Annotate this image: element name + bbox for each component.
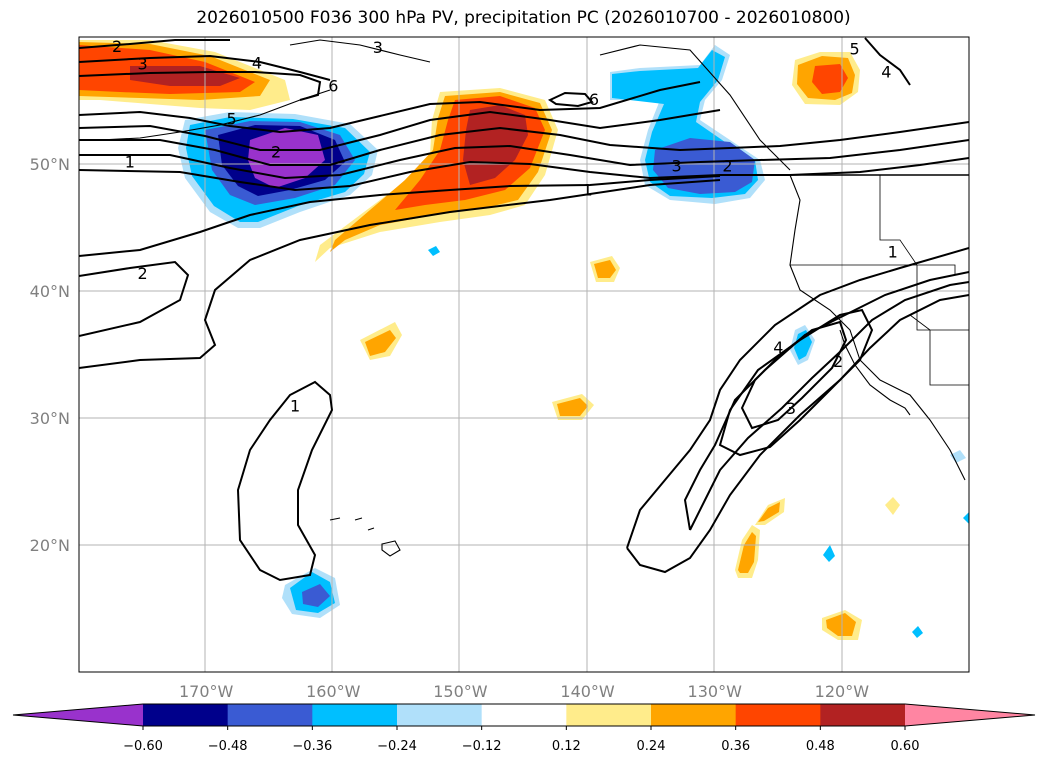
lat-tick-label: 40°N <box>30 282 70 301</box>
contour-label: 2 <box>271 142 281 161</box>
colorbar-tick-label: −0.48 <box>208 739 248 754</box>
contour-label: 3 <box>137 55 147 74</box>
map-title: 2026010500 F036 300 hPa PV, precipitatio… <box>196 8 851 28</box>
contour-label: 4 <box>773 338 783 357</box>
contour-label: 1 <box>582 180 592 199</box>
contour-label: 6 <box>328 76 338 95</box>
lon-tick-label: 130°W <box>688 682 743 701</box>
colorbar-tick-label: 0.36 <box>721 739 750 754</box>
colorbar-segment <box>397 704 483 726</box>
contour-label: 2 <box>137 264 147 283</box>
contour-label: 3 <box>786 399 796 418</box>
colorbar-tick-label: 0.48 <box>806 739 835 754</box>
graticule <box>79 37 969 672</box>
lon-tick-label: 170°W <box>179 682 234 701</box>
colorbar-tick-label: 0.12 <box>552 739 581 754</box>
colorbar-extend-low <box>13 704 143 726</box>
contour-label: 1 <box>290 396 300 415</box>
colorbar-tick-label: 0.60 <box>891 739 920 754</box>
colorbar-segment <box>566 704 652 726</box>
contour-label: 3 <box>671 156 681 175</box>
lon-tick-label: 150°W <box>433 682 488 701</box>
longitude-ticks: 170°W 160°W 150°W 140°W 130°W 120°W <box>179 682 869 701</box>
map-frame <box>78 36 970 673</box>
colorbar-segment <box>143 704 229 726</box>
colorbar-extend-high <box>905 704 1035 726</box>
colorbar-segment <box>227 704 313 726</box>
colorbar-segment <box>312 704 398 726</box>
contour-label: 4 <box>252 53 262 72</box>
colorbar-tick-label: −0.60 <box>123 739 163 754</box>
latitude-ticks: 20°N 30°N 40°N 50°N <box>30 155 70 555</box>
contour-label: 1 <box>888 243 898 262</box>
colorbar: −0.60 −0.48 −0.36 −0.24 −0.12 0.12 0.24 0.36 0.4… <box>12 703 1036 754</box>
colorbar-tick-label: −0.24 <box>377 739 417 754</box>
contour-label: 4 <box>881 62 891 81</box>
contour-label: 3 <box>373 38 383 57</box>
contour-label: 6 <box>589 90 599 109</box>
lat-tick-label: 20°N <box>30 536 70 555</box>
colorbar-segment <box>820 704 906 726</box>
lon-tick-label: 160°W <box>306 682 361 701</box>
contour-label: 1 <box>125 152 135 171</box>
colorbar-segment <box>481 704 567 726</box>
lon-tick-label: 120°W <box>815 682 870 701</box>
colorbar-tick-label: −0.12 <box>462 739 502 754</box>
colorbar-segment <box>651 704 737 726</box>
lat-tick-label: 30°N <box>30 409 70 428</box>
contour-label: 5 <box>226 109 236 128</box>
contour-label: 2 <box>112 37 122 56</box>
colorbar-tick-label: −0.36 <box>292 739 332 754</box>
lat-tick-label: 50°N <box>30 155 70 174</box>
contour-label: 2 <box>833 352 843 371</box>
contour-label: 2 <box>722 156 732 175</box>
colorbar-tick-label: 0.24 <box>637 739 666 754</box>
colorbar-segment <box>735 704 821 726</box>
contour-label: 5 <box>849 39 859 58</box>
lon-tick-label: 140°W <box>560 682 615 701</box>
pv-contours <box>79 37 969 582</box>
